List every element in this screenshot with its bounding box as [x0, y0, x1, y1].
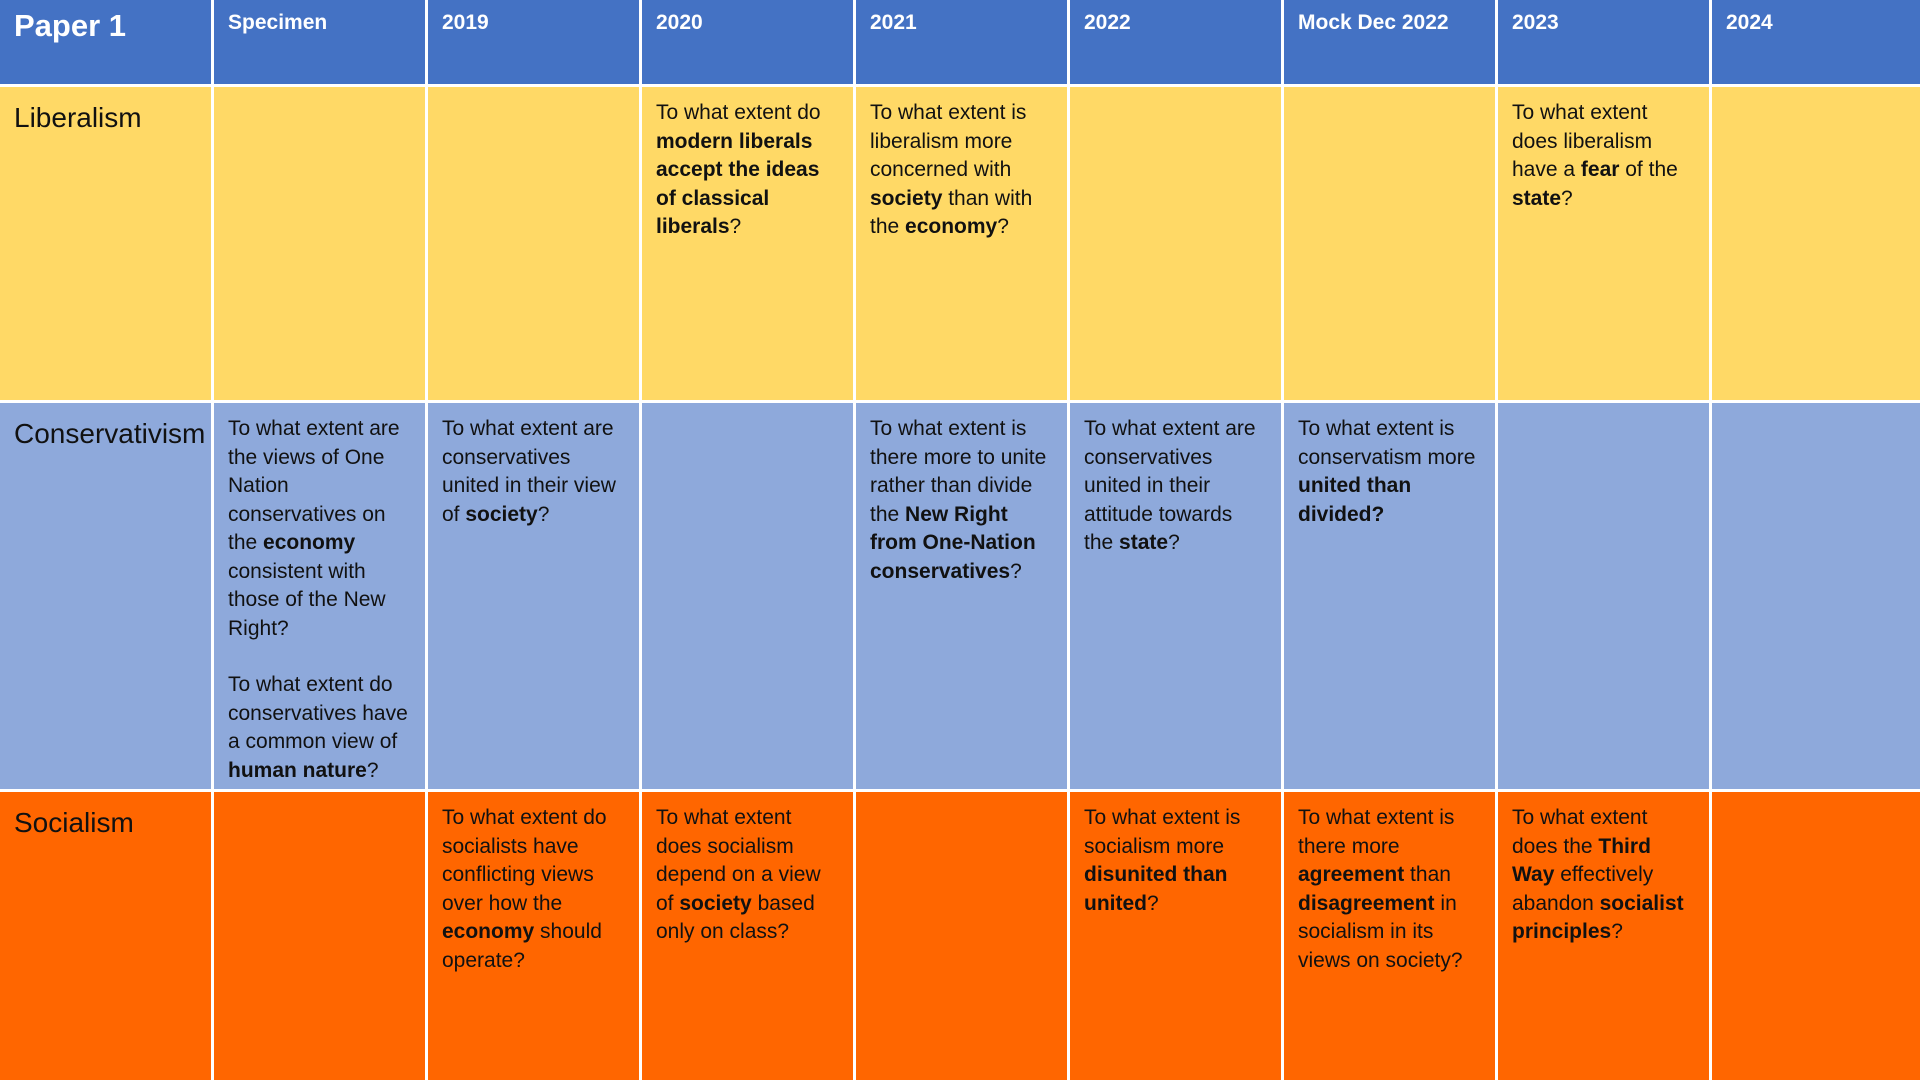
- question-cell: [1712, 403, 1920, 789]
- question-cell: [214, 792, 425, 1080]
- question-cell: [642, 403, 853, 789]
- column-header-2019: 2019: [428, 0, 639, 84]
- question-text: To what extent do socialists have confli…: [442, 806, 607, 972]
- question-text: To what extent does socialism depend on …: [656, 806, 821, 943]
- question-text: To what extent is there more to unite ra…: [870, 417, 1047, 583]
- question-text: To what extent are the views of One Nati…: [228, 417, 400, 640]
- question-cell: To what extent does socialism depend on …: [642, 792, 853, 1080]
- column-header-specimen: Specimen: [214, 0, 425, 84]
- question-cell: To what extent is liberalism more concer…: [856, 87, 1067, 400]
- question-cell: [1712, 87, 1920, 400]
- question-cell: [214, 87, 425, 400]
- row-label-liberalism: Liberalism: [0, 87, 211, 400]
- question-text: To what extent does liberalism have a fe…: [1512, 101, 1678, 210]
- question-cell: [1712, 792, 1920, 1080]
- question-cell: To what extent does the Third Way effect…: [1498, 792, 1709, 1080]
- question-cell: [856, 792, 1067, 1080]
- question-cell: To what extent is there more agreement t…: [1284, 792, 1495, 1080]
- question-cell: To what extent do socialists have confli…: [428, 792, 639, 1080]
- question-cell: [1284, 87, 1495, 400]
- column-header-2020: 2020: [642, 0, 853, 84]
- question-text: To what extent does the Third Way effect…: [1512, 806, 1684, 943]
- question-cell: To what extent do modern liberals accept…: [642, 87, 853, 400]
- table-title: Paper 1: [0, 0, 211, 84]
- question-cell: [1070, 87, 1281, 400]
- column-header-mock-dec-2022: Mock Dec 2022: [1284, 0, 1495, 84]
- question-text: To what extent are conservatives united …: [1084, 417, 1256, 554]
- question-text: To what extent is liberalism more concer…: [870, 101, 1033, 238]
- question-text: To what extent is conservatism more unit…: [1298, 417, 1476, 526]
- question-text: To what extent do modern liberals accept…: [656, 101, 821, 238]
- question-cell: To what extent are conservatives united …: [1070, 403, 1281, 789]
- row-label-conservativism: Conservativism: [0, 403, 211, 789]
- question-cell: To what extent is socialism more disunit…: [1070, 792, 1281, 1080]
- question-cell: To what extent is there more to unite ra…: [856, 403, 1067, 789]
- column-header-2024: 2024: [1712, 0, 1920, 84]
- question-text: To what extent is socialism more disunit…: [1084, 806, 1241, 915]
- question-cell: To what extent does liberalism have a fe…: [1498, 87, 1709, 400]
- question-text: To what extent do conservatives have a c…: [228, 673, 408, 782]
- question-cell: To what extent are the views of One Nati…: [214, 403, 425, 789]
- question-text: To what extent is there more agreement t…: [1298, 806, 1463, 972]
- question-text: To what extent are conservatives united …: [442, 417, 616, 526]
- question-cell: To what extent are conservatives united …: [428, 403, 639, 789]
- question-cell: [428, 87, 639, 400]
- row-label-socialism: Socialism: [0, 792, 211, 1080]
- question-cell: To what extent is conservatism more unit…: [1284, 403, 1495, 789]
- column-header-2021: 2021: [856, 0, 1067, 84]
- question-cell: [1498, 403, 1709, 789]
- column-header-2022: 2022: [1070, 0, 1281, 84]
- column-header-2023: 2023: [1498, 0, 1709, 84]
